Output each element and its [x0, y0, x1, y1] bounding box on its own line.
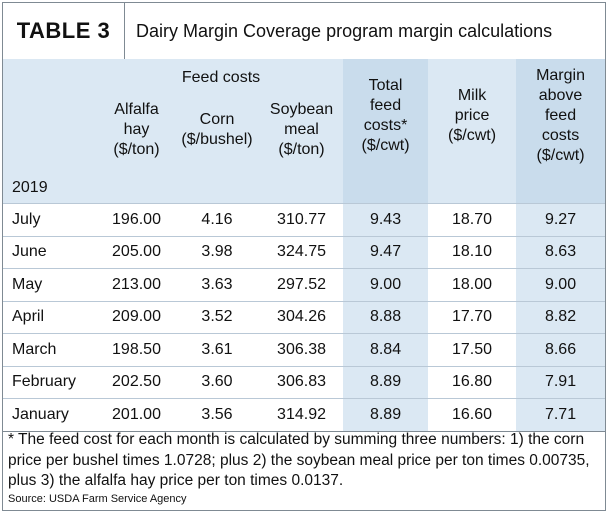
table-row: July 196.00 4.16 310.77 9.43 18.70 9.27: [3, 203, 606, 236]
source-note: Source: USDA Farm Service Agency: [8, 493, 187, 505]
header-line: Alfalfa: [114, 101, 159, 118]
milk-cell: 16.60: [428, 398, 517, 432]
alfalfa-cell: 213.00: [99, 268, 174, 301]
header-line: costs*: [363, 117, 408, 134]
total-cell: 9.43: [343, 203, 429, 236]
header-line: ($/ton): [113, 141, 160, 158]
header-line: feed: [369, 97, 402, 114]
milk-cell: 18.70: [428, 203, 517, 236]
soybean-cell: 297.52: [260, 268, 344, 301]
alfalfa-cell: 198.50: [99, 333, 174, 366]
table-caption: Dairy Margin Coverage program margin cal…: [136, 20, 553, 41]
margin-cell: 8.66: [516, 333, 606, 366]
soybean-cell: 304.26: [260, 300, 344, 334]
margin-table: Feed costs Total feed costs* ($/cwt) Mil…: [3, 59, 606, 432]
title-bar: TABLE 3 Dairy Margin Coverage program ma…: [3, 3, 605, 59]
total-cell: 9.47: [343, 235, 429, 269]
total-cell: 8.89: [343, 398, 429, 432]
header-line: costs: [541, 127, 580, 144]
milk-cell: 18.10: [428, 235, 517, 269]
table-row: May 213.00 3.63 297.52 9.00 18.00 9.00: [3, 268, 606, 301]
alfalfa-header: Alfalfa hay ($/ton): [99, 87, 174, 173]
table-row: January 201.00 3.56 314.92 8.89 16.60 7.…: [3, 398, 606, 432]
alfalfa-cell: 209.00: [99, 300, 174, 334]
corn-cell: 3.63: [174, 268, 260, 301]
soybean-cell: 314.92: [260, 398, 344, 432]
corn-cell: 3.52: [174, 300, 260, 334]
header-line: ($/ton): [278, 141, 325, 158]
table-row: June 205.00 3.98 324.75 9.47 18.10 8.63: [3, 235, 606, 269]
header-line: hay: [123, 121, 150, 138]
header-line: ($/cwt): [361, 137, 410, 154]
feed-costs-group-header: Feed costs: [99, 59, 344, 87]
header-line: above: [538, 87, 583, 104]
milk-cell: 16.80: [428, 365, 517, 399]
month-cell: March: [3, 333, 99, 366]
soybean-cell: 324.75: [260, 235, 344, 269]
margin-cell: 9.00: [516, 268, 606, 301]
soybean-cell: 306.83: [260, 365, 344, 399]
year-label: 2019: [3, 173, 99, 204]
header-line: Milk: [457, 87, 487, 104]
milk-price-header: Milk price ($/cwt): [428, 59, 517, 173]
margin-header: Margin above feed costs ($/cwt): [516, 59, 606, 173]
header-line: feed: [544, 107, 577, 124]
corn-header: Corn ($/bushel): [174, 87, 260, 173]
header-line: ($/bushel): [181, 131, 253, 148]
total-cell: 8.88: [343, 300, 429, 334]
margin-cell: 8.63: [516, 235, 606, 269]
corn-cell: 3.98: [174, 235, 260, 269]
header-line: meal: [284, 121, 319, 138]
alfalfa-cell: 205.00: [99, 235, 174, 269]
header-line: ($/cwt): [448, 127, 497, 144]
alfalfa-cell: 202.50: [99, 365, 174, 399]
footnote: * The feed cost for each month is calcul…: [8, 431, 590, 489]
total-cell: 8.84: [343, 333, 429, 366]
month-column-header: [3, 59, 99, 173]
month-cell: February: [3, 365, 99, 399]
soybean-cell: 310.77: [260, 203, 344, 236]
header-line: Corn: [199, 111, 235, 128]
month-cell: April: [3, 300, 99, 334]
margin-cell: 8.82: [516, 300, 606, 334]
corn-cell: 3.60: [174, 365, 260, 399]
corn-cell: 4.16: [174, 203, 260, 236]
margin-cell: 7.71: [516, 398, 606, 432]
month-cell: June: [3, 235, 99, 269]
year-row: 2019: [3, 173, 606, 204]
margin-cell: 7.91: [516, 365, 606, 399]
total-feed-costs-header: Total feed costs* ($/cwt): [343, 59, 429, 173]
soybean-cell: 306.38: [260, 333, 344, 366]
month-cell: January: [3, 398, 99, 432]
table-row: April 209.00 3.52 304.26 8.88 17.70 8.82: [3, 300, 606, 334]
milk-cell: 17.70: [428, 300, 517, 334]
month-cell: July: [3, 203, 99, 236]
corn-cell: 3.61: [174, 333, 260, 366]
margin-cell: 9.27: [516, 203, 606, 236]
total-cell: 9.00: [343, 268, 429, 301]
header-line: Total: [368, 77, 403, 94]
month-cell: May: [3, 268, 99, 301]
table-row: February 202.50 3.60 306.83 8.89 16.80 7…: [3, 365, 606, 399]
table-number-badge: TABLE 3: [3, 3, 125, 59]
total-cell: 8.89: [343, 365, 429, 399]
header-line: price: [454, 107, 490, 124]
header-line: Margin: [536, 67, 585, 84]
header-line: ($/cwt): [536, 147, 585, 164]
corn-cell: 3.56: [174, 398, 260, 432]
milk-cell: 18.00: [428, 268, 517, 301]
soybean-header: Soybean meal ($/ton): [260, 87, 344, 173]
alfalfa-cell: 196.00: [99, 203, 174, 236]
milk-cell: 17.50: [428, 333, 517, 366]
alfalfa-cell: 201.00: [99, 398, 174, 432]
header-line: Soybean: [269, 101, 334, 118]
table-row: March 198.50 3.61 306.38 8.84 17.50 8.66: [3, 333, 606, 366]
